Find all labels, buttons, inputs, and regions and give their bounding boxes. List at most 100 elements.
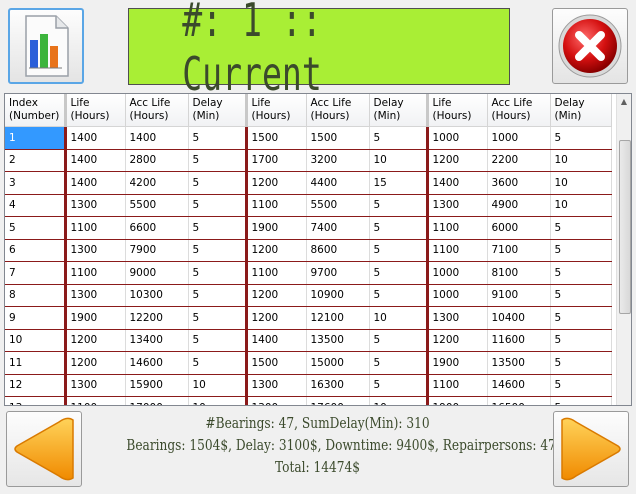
table-cell[interactable]: 10 xyxy=(369,306,428,330)
table-cell[interactable]: 17600 xyxy=(306,396,370,405)
table-cell[interactable]: 1900 xyxy=(425,396,488,405)
table-cell[interactable]: 1100 xyxy=(425,216,488,240)
table-cell[interactable]: 13500 xyxy=(306,329,370,352)
table-cell[interactable]: 1300 xyxy=(244,374,307,397)
table-cell[interactable]: 10 xyxy=(188,396,247,405)
table-cell[interactable]: 13 xyxy=(5,396,66,405)
table-cell[interactable]: 1300 xyxy=(63,284,126,307)
table-cell[interactable]: 11 xyxy=(5,351,66,375)
table-row[interactable]: 7 1100 9000 5 1100 9700 5 1000 8100 5 xyxy=(5,261,612,285)
table-row[interactable]: 6 1300 7900 5 1200 8600 5 1100 7100 5 xyxy=(5,239,612,262)
table-cell[interactable]: 4400 xyxy=(306,171,370,195)
table-cell[interactable]: 5 xyxy=(369,329,428,352)
chart-button[interactable] xyxy=(8,8,84,84)
table-cell[interactable]: 12100 xyxy=(306,306,370,330)
table-cell[interactable]: 1200 xyxy=(244,306,307,330)
table-cell[interactable]: 5 xyxy=(550,306,612,330)
table-cell[interactable]: 10900 xyxy=(306,284,370,307)
table-row[interactable]: 2 1400 2800 5 1700 3200 10 1200 2200 10 xyxy=(5,149,612,172)
table-cell[interactable]: 1400 xyxy=(244,329,307,352)
table-cell[interactable]: 1500 xyxy=(244,351,307,375)
table-cell[interactable]: 15900 xyxy=(125,374,189,397)
table-cell[interactable]: 5 xyxy=(188,171,247,195)
table-cell[interactable]: 6 xyxy=(5,239,66,262)
table-cell[interactable]: 1000 xyxy=(425,261,488,285)
table-row[interactable]: 3 1400 4200 5 1200 4400 15 1400 3600 10 xyxy=(5,171,612,195)
table-cell[interactable]: 1200 xyxy=(425,329,488,352)
table-cell[interactable]: 5 xyxy=(550,396,612,405)
table-cell[interactable]: 5 xyxy=(369,351,428,375)
table-cell[interactable]: 5 xyxy=(550,239,612,262)
table-cell[interactable]: 10 xyxy=(369,149,428,172)
table-cell[interactable]: 1100 xyxy=(63,396,126,405)
table-cell[interactable]: 1500 xyxy=(306,126,370,150)
column-header[interactable]: Acc Life (Hours) xyxy=(306,94,370,127)
previous-button[interactable] xyxy=(6,411,82,487)
column-header[interactable]: Delay (Min) xyxy=(188,94,247,127)
column-header[interactable]: Life (Hours) xyxy=(425,94,488,127)
table-row[interactable]: 12 1300 15900 10 1300 16300 5 1100 14600 5 xyxy=(5,374,612,397)
table-cell[interactable]: 7 xyxy=(5,261,66,285)
table-cell[interactable]: 1000 xyxy=(487,126,551,150)
table-cell[interactable]: 5 xyxy=(550,216,612,240)
table-cell[interactable]: 8100 xyxy=(487,261,551,285)
table-cell[interactable]: 1100 xyxy=(63,261,126,285)
table-cell[interactable]: 1200 xyxy=(425,149,488,172)
table-row[interactable]: 4 1300 5500 5 1100 5500 5 1300 4900 10 xyxy=(5,194,612,217)
scroll-up-arrow-icon[interactable]: ▲ xyxy=(620,97,628,106)
table-cell[interactable]: 9100 xyxy=(487,284,551,307)
table-cell[interactable]: 1100 xyxy=(244,194,307,217)
table-cell[interactable]: 1200 xyxy=(63,329,126,352)
table-cell[interactable]: 1400 xyxy=(63,126,126,150)
column-header[interactable]: Acc Life (Hours) xyxy=(125,94,189,127)
table-cell[interactable]: 5 xyxy=(369,261,428,285)
table-cell[interactable]: 1400 xyxy=(125,126,189,150)
scrollbar-thumb[interactable] xyxy=(619,140,631,314)
column-header[interactable]: Delay (Min) xyxy=(369,94,428,127)
table-cell[interactable]: 5 xyxy=(550,329,612,352)
table-cell[interactable]: 5500 xyxy=(306,194,370,217)
table-cell[interactable]: 5 xyxy=(550,374,612,397)
table-cell[interactable]: 10 xyxy=(550,171,612,195)
table-cell[interactable]: 4 xyxy=(5,194,66,217)
table-cell[interactable]: 2200 xyxy=(487,149,551,172)
table-row[interactable]: 1311001700010130017600101900165005 xyxy=(5,396,612,405)
table-cell[interactable]: 5 xyxy=(550,351,612,375)
table-cell[interactable]: 10 xyxy=(188,374,247,397)
table-cell[interactable]: 1100 xyxy=(244,261,307,285)
table-row[interactable]: 11 1200 14600 5 1500 15000 5 1900 13500 5 xyxy=(5,351,612,375)
table-cell[interactable]: 5 xyxy=(369,194,428,217)
table-cell[interactable]: 16500 xyxy=(487,396,551,405)
table-cell[interactable]: 1200 xyxy=(244,171,307,195)
table-cell[interactable]: 2 xyxy=(5,149,66,172)
table-cell[interactable]: 1900 xyxy=(63,306,126,330)
next-button[interactable] xyxy=(553,411,629,487)
table-cell[interactable]: 17000 xyxy=(125,396,189,405)
table-cell[interactable]: 1100 xyxy=(425,374,488,397)
table-cell[interactable]: 15000 xyxy=(306,351,370,375)
table-cell[interactable]: 9000 xyxy=(125,261,189,285)
table-cell[interactable]: 5 xyxy=(369,126,428,150)
table-cell[interactable]: 8600 xyxy=(306,239,370,262)
table-cell[interactable]: 10 xyxy=(369,396,428,405)
table-cell[interactable]: 4200 xyxy=(125,171,189,195)
table-cell[interactable]: 1300 xyxy=(63,239,126,262)
table-cell[interactable]: 7900 xyxy=(125,239,189,262)
table-cell[interactable]: 14600 xyxy=(125,351,189,375)
table-cell[interactable]: 5 xyxy=(188,329,247,352)
table-cell[interactable]: 8 xyxy=(5,284,66,307)
table-cell[interactable]: 12200 xyxy=(125,306,189,330)
table-cell[interactable]: 3200 xyxy=(306,149,370,172)
table-cell[interactable]: 5 xyxy=(188,216,247,240)
table-cell[interactable]: 1400 xyxy=(63,149,126,172)
table-cell[interactable]: 1300 xyxy=(425,306,488,330)
table-cell[interactable]: 5 xyxy=(5,216,66,240)
close-button[interactable] xyxy=(552,8,628,84)
table-row[interactable]: 10 1200 13400 5 1400 13500 5 1200 11600 5 xyxy=(5,329,612,352)
table-cell[interactable]: 1500 xyxy=(244,126,307,150)
table-cell[interactable]: 5 xyxy=(188,351,247,375)
table-cell[interactable]: 5 xyxy=(369,216,428,240)
table-cell[interactable]: 1200 xyxy=(63,351,126,375)
table-cell[interactable]: 1000 xyxy=(425,284,488,307)
table-cell[interactable]: 3 xyxy=(5,171,66,195)
